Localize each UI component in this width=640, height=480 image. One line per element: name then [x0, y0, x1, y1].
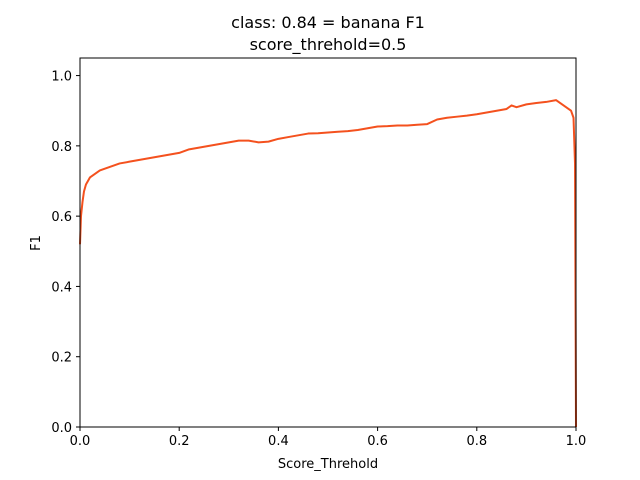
chart-subtitle: score_threhold=0.5: [250, 35, 407, 55]
x-tick-label-5: 1.0: [566, 434, 587, 449]
y-axis-label: F1: [29, 235, 44, 251]
y-tick-label-2: 0.4: [51, 280, 72, 295]
plot-frame: [79, 57, 577, 428]
y-tick-label-4: 0.8: [51, 140, 72, 155]
x-axis-label: Score_Threhold: [278, 457, 378, 472]
x-tick-label-4: 0.8: [466, 434, 487, 449]
x-tick-label-1: 0.2: [169, 434, 190, 449]
chart-title: class: 0.84 = banana F1: [231, 13, 425, 32]
x-tick-label-2: 0.4: [268, 434, 289, 449]
y-tick-label-5: 1.0: [51, 70, 72, 85]
ticks-layer: 0.0 0.2 0.4 0.6 0.8 1.0 0.0 0.2 0.4 0.6 0.8 1.0: [51, 70, 586, 449]
x-tick-label-0: 0.0: [70, 434, 91, 449]
y-tick-label-1: 0.2: [51, 351, 72, 366]
y-tick-label-3: 0.6: [51, 210, 72, 225]
series-line-0: [79, 99, 577, 428]
line-layer: [79, 99, 577, 428]
y-tick-label-0: 0.0: [51, 421, 72, 436]
x-tick-label-3: 0.6: [367, 434, 388, 449]
